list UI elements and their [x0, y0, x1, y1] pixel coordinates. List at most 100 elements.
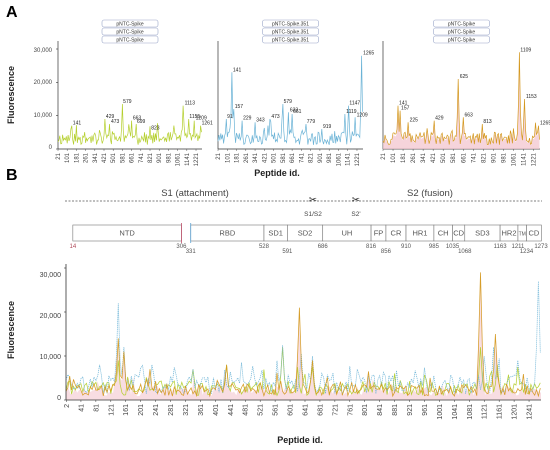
peak-label-157: 157: [401, 106, 410, 112]
panel-a-ytick-20000: 20,000: [34, 80, 53, 86]
position-label-1273: 1273: [534, 244, 548, 250]
legend-entry: pNTC-Spike.351: [272, 38, 309, 44]
x-tick-label-101: 101: [391, 152, 397, 163]
x-tick-label-981: 981: [327, 152, 333, 163]
legend-box: [262, 19, 319, 28]
position-label-1211: 1211: [511, 244, 525, 250]
x-tick-label-1221: 1221: [531, 152, 537, 166]
panel-b-x-tick-label-241: 241: [153, 404, 160, 416]
x-tick-label-261: 261: [411, 152, 417, 163]
x-tick-label-181: 181: [401, 152, 407, 163]
domain-sd1-label: SD1: [268, 229, 283, 238]
x-tick-label-741: 741: [139, 152, 145, 163]
panel-b-x-tick-label-921: 921: [407, 404, 414, 416]
peak-label-699: 699: [137, 119, 146, 125]
peak-label-579: 579: [123, 99, 132, 105]
peak-label-779: 779: [307, 119, 316, 125]
series-line: [217, 55, 363, 146]
panel-b-chart: 2 41 81 121 161 201 241 281 321 361 401 441 481 521 56…: [64, 264, 541, 420]
legend-entry: pNTC-Spike: [116, 30, 143, 36]
position-label-331: 331: [186, 249, 197, 255]
panel-b-series-line-1: [65, 281, 541, 396]
x-tick-label-21: 21: [56, 152, 62, 159]
peak-label-141: 141: [399, 101, 408, 107]
x-tick-label-821: 821: [481, 152, 487, 163]
legend-entry: pNTC-Spike.351: [272, 22, 309, 28]
x-tick-label-901: 901: [318, 152, 324, 163]
peak-label-579: 579: [284, 99, 293, 105]
panel-b-x-tick-label-521: 521: [258, 404, 265, 416]
panel-b-x-tick-label-1041: 1041: [452, 404, 459, 420]
x-tick-label-261: 261: [84, 152, 90, 163]
panel-b-series-line-2: [65, 272, 541, 398]
domain-hr2-label: HR2: [502, 229, 517, 238]
position-label-1234: 1234: [520, 249, 534, 255]
panel-b-x-tick-label-961: 961: [422, 404, 429, 416]
x-tick-label-821: 821: [148, 152, 154, 163]
panel-a-xlabel: Peptide id.: [254, 168, 300, 178]
x-tick-label-661: 661: [130, 152, 136, 163]
domain-ch-label: CH: [438, 229, 449, 238]
legend-box: [262, 27, 319, 36]
panel-b-ylabel: Fluorescence: [6, 301, 16, 359]
peak-label-1153: 1153: [526, 94, 537, 100]
x-tick-label-501: 501: [441, 152, 447, 163]
panel-b-series-line-0: [65, 347, 541, 397]
x-tick-label-341: 341: [93, 152, 99, 163]
position-label-910: 910: [401, 244, 412, 250]
panel-a-ytick-0: 0: [49, 145, 53, 151]
peak-label-1265: 1265: [540, 121, 550, 127]
x-tick-label-101: 101: [225, 152, 231, 163]
x-tick-label-741: 741: [299, 152, 305, 163]
panel-b-x-tick-label-281: 281: [168, 404, 175, 416]
panel-b-x-tick-label-681: 681: [317, 404, 324, 416]
domain-cd-box: [526, 224, 542, 242]
x-tick-label-1221: 1221: [355, 152, 361, 166]
peak-label-429: 429: [106, 114, 115, 120]
panel-b-ytick-20000: 20,000: [40, 313, 62, 320]
panel-b-ytick-0: 0: [57, 395, 61, 402]
position-label-1068: 1068: [458, 249, 472, 255]
x-tick-label-101: 101: [65, 152, 71, 163]
legend-entry: pNTC-Spike: [448, 38, 475, 44]
panel-a-ytick-30000: 30,000: [34, 48, 53, 54]
x-tick-label-901: 901: [157, 152, 163, 163]
panel-b-x-tick-label-1161: 1161: [497, 404, 504, 419]
x-tick-label-981: 981: [166, 152, 172, 163]
x-tick-label-1141: 1141: [521, 152, 527, 166]
legend-entry: pNTC-Spike: [116, 22, 143, 28]
panel-b-x-tick-label-481: 481: [243, 404, 250, 416]
panel-b-ytick-30000: 30,000: [40, 272, 62, 279]
panel-b-x-tick-label-2: 2: [64, 404, 71, 408]
position-label-1163: 1163: [494, 244, 508, 250]
svg-text:✂: ✂: [309, 195, 317, 206]
position-label-985: 985: [429, 244, 440, 250]
x-tick-label-901: 901: [491, 152, 497, 163]
domain-cd-label: CD: [529, 229, 540, 238]
legend-entry: pNTC-Spike: [116, 38, 143, 44]
x-tick-label-661: 661: [290, 152, 296, 163]
x-tick-label-21: 21: [381, 152, 387, 159]
series-line: [57, 103, 202, 146]
s1-attachment-label: S1 (attachment): [161, 188, 229, 199]
position-label-856: 856: [381, 249, 392, 255]
peak-label-429: 429: [435, 116, 444, 122]
x-tick-label-581: 581: [451, 152, 457, 163]
panel-b-letter: B: [6, 167, 18, 184]
panel-b-x-tick-label-721: 721: [332, 404, 339, 416]
panel-b-x-tick-label-841: 841: [377, 404, 384, 416]
x-tick-label-421: 421: [262, 152, 268, 163]
panel-b-x-tick-label-561: 561: [273, 404, 280, 416]
panel-b-x-tick-label-761: 761: [347, 404, 354, 416]
peak-label-91: 91: [227, 114, 233, 120]
svg-text:✂: ✂: [352, 195, 360, 206]
x-tick-label-1061: 1061: [511, 152, 517, 166]
legend-entry: pNTC-Spike: [448, 22, 475, 28]
legend-box: [101, 35, 159, 44]
legend-box: [433, 19, 490, 28]
s1s2-scissors-icon: ✂: [309, 195, 317, 206]
peak-label-141: 141: [233, 67, 242, 73]
s2-fusion-label: S2 (fusion): [407, 188, 453, 199]
